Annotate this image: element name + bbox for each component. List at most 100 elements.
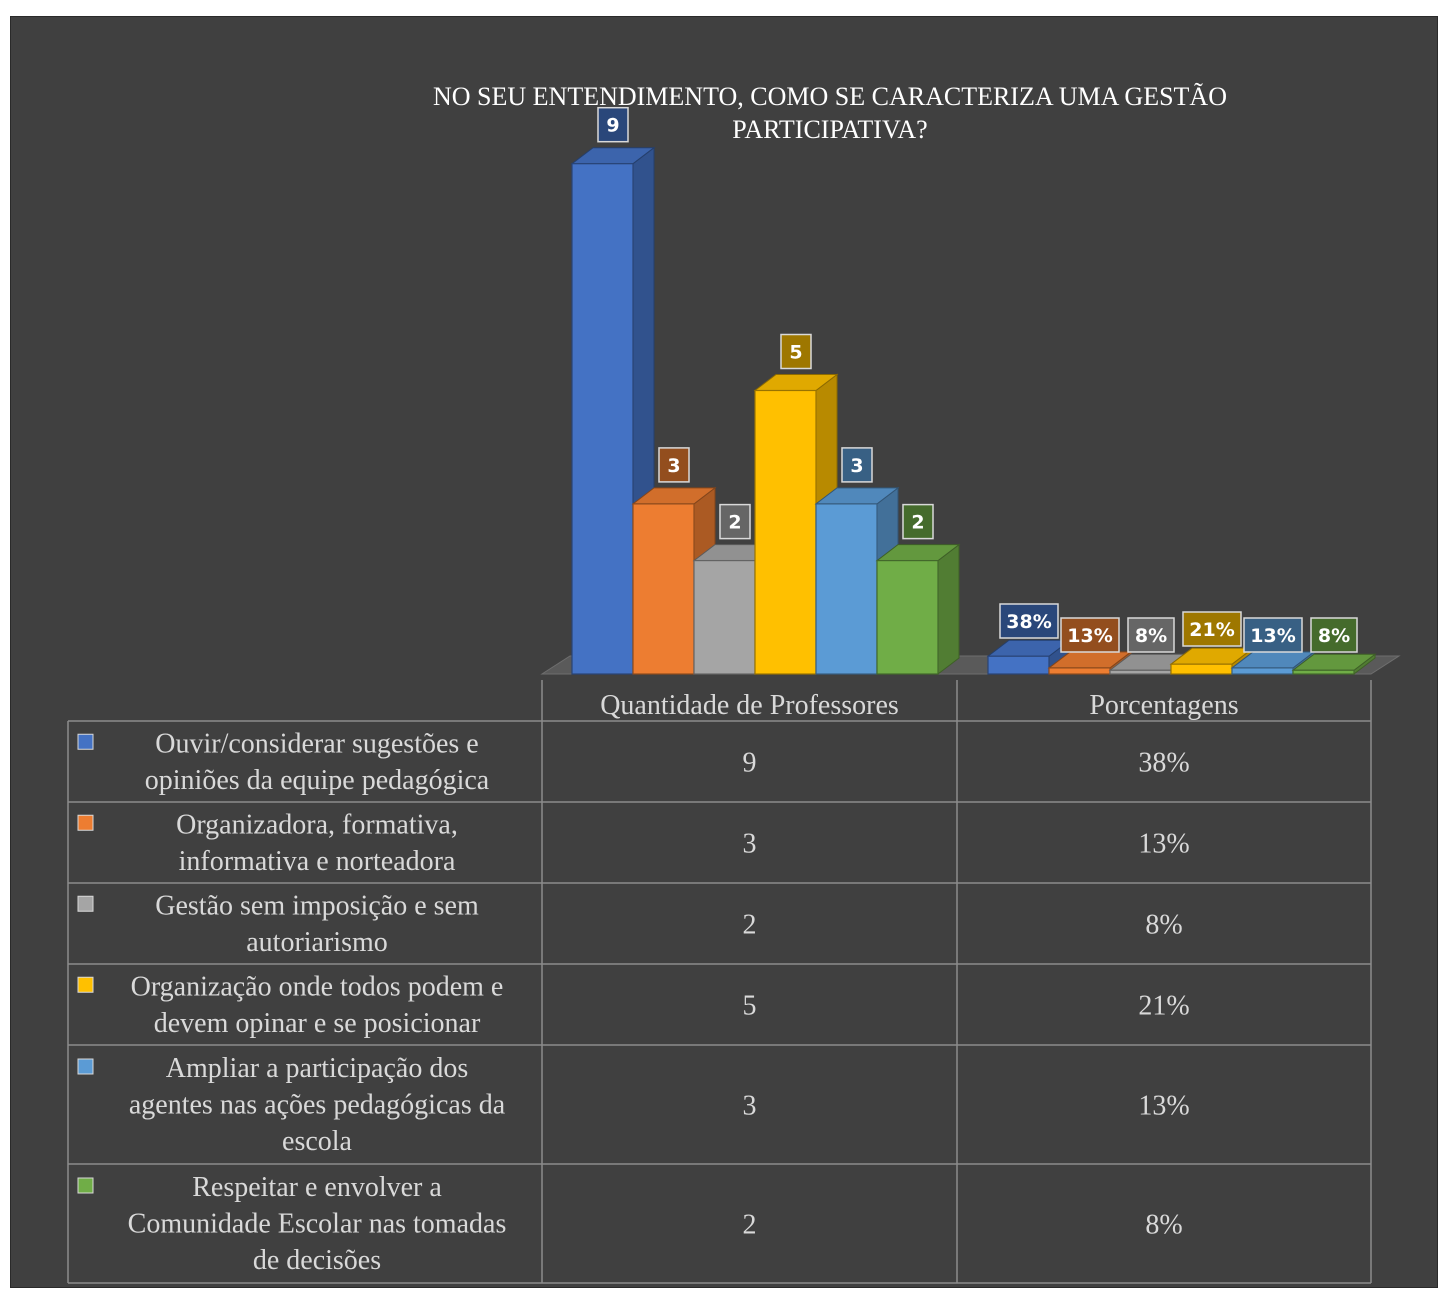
- table-cell: 8%: [1145, 1210, 1182, 1241]
- legend-label: escola: [282, 1126, 353, 1157]
- bar-front: [876, 559, 939, 675]
- data-label-text: 8%: [1135, 625, 1167, 647]
- legend-swatch: [77, 1177, 94, 1194]
- bar: [1291, 653, 1377, 676]
- bar: [753, 373, 839, 676]
- data-label: 21%: [1182, 611, 1242, 647]
- legend-swatch: [77, 733, 94, 750]
- bar-front: [1170, 663, 1233, 675]
- table-cell: 21%: [1138, 991, 1189, 1022]
- legend-label: Comunidade Escolar nas tomadas: [128, 1209, 507, 1240]
- data-label-box: [658, 447, 690, 483]
- data-label: 2: [902, 503, 934, 540]
- data-label-text: 2: [728, 512, 741, 534]
- bar-front: [1292, 669, 1355, 675]
- table-cell: 3: [743, 829, 757, 860]
- data-label-text: 2: [911, 512, 924, 534]
- table-cell: 13%: [1138, 829, 1189, 860]
- bar-front: [754, 389, 817, 675]
- legend-label: Ampliar a participação dos: [166, 1053, 468, 1084]
- bar: [875, 543, 961, 676]
- data-label: 38%: [999, 603, 1059, 639]
- chart-title-line: PARTICIPATIVA?: [732, 115, 927, 144]
- bar-front: [693, 559, 756, 675]
- table-cell: 5: [743, 991, 757, 1022]
- table-row: Ampliar a participação dos agentes nas aç…: [77, 1053, 1190, 1157]
- category-label: Quantidade de Professores: [600, 690, 899, 721]
- legend-label: Organização onde todos podem e: [131, 971, 504, 1002]
- legend-label: Respeitar e envolver a: [192, 1172, 442, 1203]
- data-label-box: [1127, 617, 1175, 653]
- data-label-box: [1243, 617, 1303, 653]
- table-row: Ouvir/considerar sugestões e opiniões da …: [77, 728, 1190, 796]
- data-label: 3: [841, 447, 873, 483]
- chart-bars: [570, 146, 1377, 676]
- bar-side: [937, 543, 960, 676]
- chart-title-line: NO SEU ENTENDIMENTO, COMO SE CARACTERIZA…: [433, 82, 1227, 111]
- data-labels: 9 3 2 5 3 2 38% 13% 8% 21% 13% 8%: [597, 106, 1358, 653]
- data-label-box: [841, 447, 873, 483]
- data-label-text: 3: [850, 455, 863, 477]
- bar-front: [815, 503, 878, 675]
- data-table: Quantidade de Professores Porcentagens Ouv…: [67, 680, 1372, 1284]
- legend-label: opiniões da equipe pedagógica: [145, 765, 490, 796]
- table-cell: 3: [743, 1091, 757, 1122]
- legend-label: devem opinar e se posicionar: [154, 1008, 481, 1039]
- data-label-box: [597, 106, 629, 143]
- legend-label: autoriarismo: [246, 927, 388, 958]
- table-cell: 2: [743, 1210, 757, 1241]
- data-label-text: 3: [667, 455, 680, 477]
- data-label-text: 13%: [1250, 625, 1295, 647]
- chart-title: NO SEU ENTENDIMENTO, COMO SE CARACTERIZA…: [433, 82, 1227, 144]
- legend-swatch: [77, 1058, 94, 1075]
- data-label-text: 38%: [1006, 611, 1051, 633]
- bar-front: [987, 655, 1050, 675]
- bar-front: [1109, 669, 1172, 675]
- data-label-box: [999, 603, 1059, 639]
- table-cell: 9: [743, 748, 757, 779]
- table-row: Organização onde todos podem e devem opin…: [77, 971, 1190, 1039]
- data-label: 2: [719, 503, 751, 540]
- data-label-text: 21%: [1189, 619, 1234, 641]
- bar-front: [1231, 667, 1294, 675]
- data-label-box: [1310, 617, 1358, 653]
- data-label-box: [780, 333, 812, 370]
- data-label: 8%: [1127, 617, 1175, 653]
- table-cell: 2: [743, 910, 757, 941]
- data-label: 8%: [1310, 617, 1358, 653]
- table-cell: 8%: [1145, 910, 1182, 941]
- bar-front: [1048, 667, 1111, 675]
- data-label-box: [719, 503, 751, 540]
- data-label: 5: [780, 333, 812, 370]
- legend-swatch: [77, 895, 94, 912]
- data-label: 9: [597, 106, 629, 143]
- legend-label: agentes nas ações pedagógicas da: [129, 1090, 506, 1121]
- category-label: Porcentagens: [1089, 690, 1238, 721]
- bar-front: [632, 503, 695, 675]
- legend-swatch: [77, 814, 94, 831]
- data-label: 13%: [1243, 617, 1303, 653]
- legend-label: Organizadora, formativa,: [176, 809, 458, 840]
- legend-label: de decisões: [253, 1245, 381, 1276]
- data-label-text: 9: [606, 115, 619, 137]
- chart-canvas: NO SEU ENTENDIMENTO, COMO SE CARACTERIZA…: [67, 82, 1401, 1284]
- data-label: 3: [658, 447, 690, 483]
- bar-front: [571, 163, 634, 675]
- bar: [986, 639, 1072, 676]
- data-label-box: [902, 503, 934, 540]
- table-row: Gestão sem imposição e sem autoriarismo 2 8…: [77, 890, 1183, 958]
- table-row: Organizadora, formativa, informativa e no…: [77, 809, 1190, 877]
- chart-frame: NO SEU ENTENDIMENTO, COMO SE CARACTERIZA…: [10, 16, 1438, 1288]
- legend-label: Ouvir/considerar sugestões e: [155, 728, 478, 759]
- data-label-box: [1060, 617, 1120, 653]
- data-label-text: 8%: [1318, 625, 1350, 647]
- legend-swatch: [77, 976, 94, 993]
- bar: [814, 486, 900, 676]
- table-cell: 38%: [1138, 748, 1189, 779]
- legend-label: Gestão sem imposição e sem: [155, 890, 479, 921]
- data-label-text: 5: [789, 342, 802, 364]
- legend-label: informativa e norteadora: [179, 846, 456, 877]
- data-label: 13%: [1060, 617, 1120, 653]
- data-label-text: 13%: [1067, 625, 1112, 647]
- data-label-box: [1182, 611, 1242, 647]
